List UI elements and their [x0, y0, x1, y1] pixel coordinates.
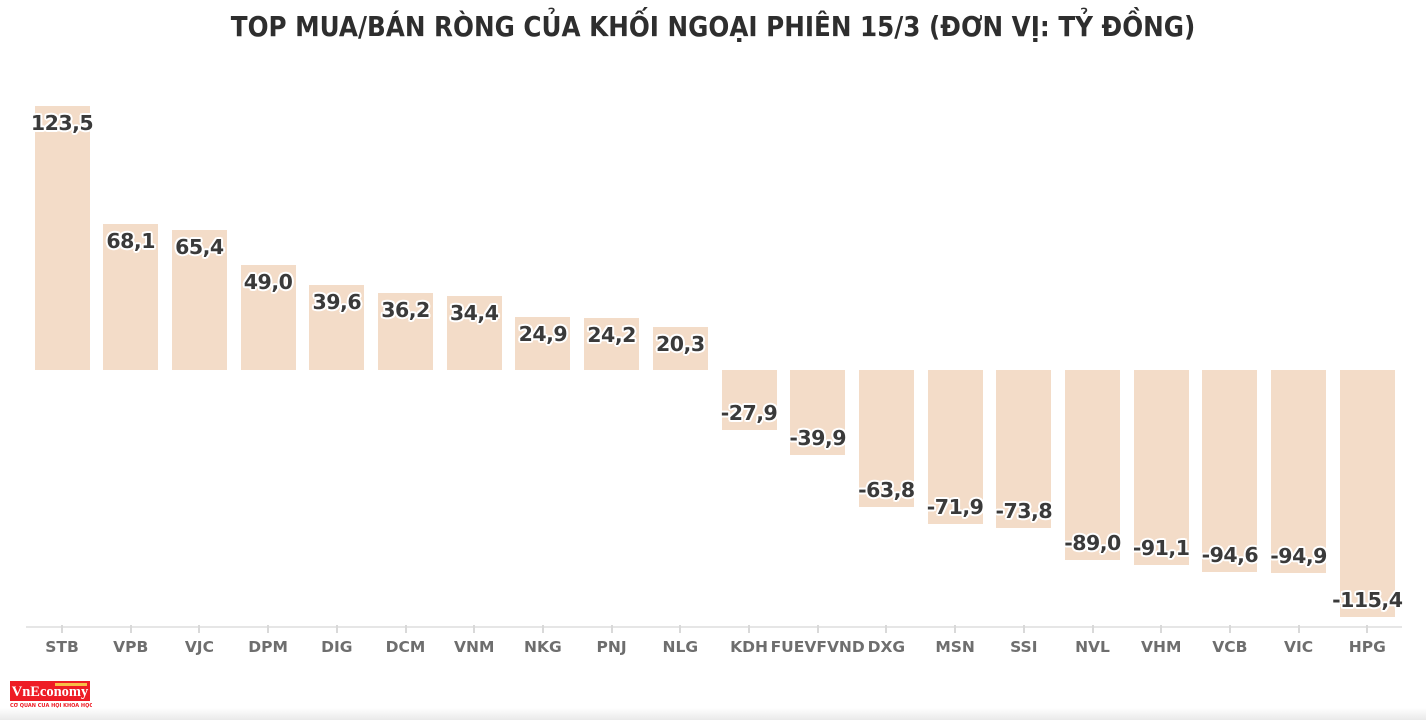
value-label-kdh: -27,9 — [720, 400, 778, 425]
value-label-vic: -94,9 — [1270, 544, 1327, 569]
axis-tick — [473, 625, 476, 633]
category-label-vic: VIC — [1284, 638, 1314, 656]
category-label-vhm: VHM — [1140, 638, 1182, 656]
value-label-dig: 39,6 — [312, 290, 362, 315]
value-label-hpg: -115,4 — [1332, 587, 1403, 612]
bar-nlg — [652, 326, 708, 370]
axis-tick — [267, 625, 270, 633]
category-label-fuevfvnd: FUEVFVND — [770, 638, 865, 656]
axis-tick — [541, 625, 544, 633]
value-label-vjc: 65,4 — [175, 235, 224, 260]
category-label-msn: MSN — [935, 638, 975, 656]
category-label-nlg: NLG — [662, 638, 699, 656]
bar-vnm — [446, 296, 502, 370]
axis-tick — [954, 625, 957, 633]
bar-dig — [309, 285, 365, 370]
bar-fuevfvnd — [790, 370, 846, 456]
category-label-dig: DIG — [321, 638, 353, 656]
bar-vic — [1271, 370, 1327, 574]
value-label-vpb: 68,1 — [106, 229, 155, 254]
category-label-vcb: VCB — [1212, 638, 1248, 656]
category-label-dpm: DPM — [248, 638, 288, 656]
axis-tick — [610, 625, 613, 633]
category-label-vjc: VJC — [184, 638, 214, 656]
axis-tick — [61, 625, 63, 633]
category-label-hpg: HPG — [1348, 638, 1386, 656]
axis-tick — [748, 625, 750, 633]
value-label-nlg: 20,3 — [656, 331, 705, 356]
value-label-nvl: -89,0 — [1064, 531, 1121, 556]
category-label-kdh: KDH — [730, 638, 768, 656]
axis-tick — [198, 625, 201, 633]
category-label-dcm: DCM — [385, 638, 426, 656]
value-label-dpm: 49,0 — [243, 270, 293, 295]
value-label-stb: 123,5 — [30, 110, 94, 135]
category-label-vnm: VNM — [453, 638, 495, 656]
category-label-dxg: DXG — [867, 638, 906, 656]
logo-caption: CƠ QUAN CỦA HỘI KHOA HỌC KINH TẾ VIỆT NA… — [10, 703, 92, 709]
category-label-vpb: VPB — [113, 638, 149, 656]
vneconomy-logo: VnEconomy — [10, 681, 90, 701]
value-label-vcb: -94,6 — [1201, 543, 1259, 568]
axis-tick — [679, 625, 682, 633]
bar-nkg — [515, 316, 571, 370]
bar-stb — [34, 105, 90, 370]
axis-tick — [404, 625, 407, 633]
bar-vjc — [171, 230, 227, 370]
value-label-pnj: 24,2 — [587, 323, 636, 348]
axis-tick — [1091, 625, 1094, 633]
bar-dpm — [240, 265, 296, 370]
bar-dxg — [858, 370, 914, 507]
value-label-fuevfvnd: -39,9 — [789, 426, 846, 451]
value-label-ssi: -73,8 — [995, 498, 1053, 523]
bar-vcb — [1202, 370, 1258, 573]
bar-msn — [927, 370, 983, 524]
bar-dcm — [378, 292, 433, 370]
axis-tick — [1366, 625, 1369, 633]
axis-tick — [129, 625, 132, 633]
value-label-vhm: -91,1 — [1132, 535, 1190, 560]
axis-tick — [1228, 625, 1231, 633]
bar-ssi — [996, 370, 1052, 528]
axis-tick — [816, 625, 819, 633]
chart-title-row: TOP MUA/BÁN RÒNG CỦA KHỐI NGOẠI PHIÊN 15… — [0, 10, 1426, 43]
axis-tick — [885, 625, 888, 633]
axis-tick — [1297, 625, 1300, 633]
value-label-dxg: -63,8 — [858, 477, 915, 502]
bar-pnj — [584, 318, 640, 370]
axis-tick — [1160, 625, 1163, 633]
category-label-nvl: NVL — [1075, 638, 1110, 656]
vneconomy-wordmark: VnEconomy — [11, 684, 89, 700]
category-label-pnj: PNJ — [596, 638, 627, 656]
bar-vpb — [103, 224, 159, 370]
axis-tick — [1022, 625, 1025, 633]
bar-kdh — [721, 370, 777, 430]
category-label-nkg: NKG — [524, 638, 562, 656]
value-label-vnm: 34,4 — [449, 301, 499, 326]
x-axis-line — [26, 626, 1402, 628]
value-label-dcm: 36,2 — [381, 297, 430, 322]
bar-nvl — [1065, 370, 1120, 561]
bottom-gradient-band — [0, 708, 1426, 720]
value-label-msn: -71,9 — [926, 494, 984, 519]
category-label-stb: STB — [45, 638, 79, 656]
chart-title: TOP MUA/BÁN RÒNG CỦA KHỐI NGOẠI PHIÊN 15… — [230, 10, 1196, 43]
axis-tick — [335, 625, 338, 633]
logo-accent-strip — [55, 683, 87, 686]
value-label-nkg: 24,9 — [518, 321, 568, 346]
bar-hpg — [1339, 370, 1395, 617]
category-label-ssi: SSI — [1010, 638, 1038, 656]
bar-vhm — [1133, 370, 1189, 565]
